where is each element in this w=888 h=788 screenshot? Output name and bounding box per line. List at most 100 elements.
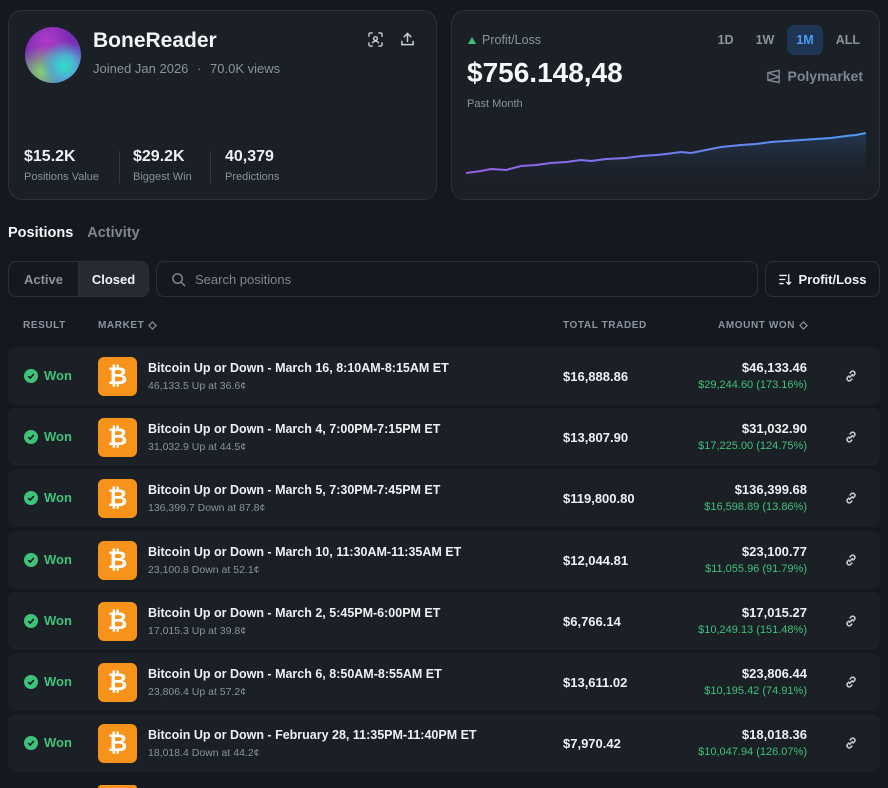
link-icon[interactable] — [844, 430, 858, 444]
market-title[interactable]: Bitcoin Up or Down - March 2, 5:45PM-6:0… — [148, 606, 441, 620]
view-count: 70.0K views — [210, 61, 281, 76]
total-traded: $6,766.14 — [563, 614, 621, 629]
pnl-value: $756.148,48 — [467, 57, 623, 88]
market-position: 23,100.8 Down at 52.1¢ — [148, 564, 260, 576]
total-traded: $12,044.81 — [563, 553, 629, 568]
header-total-traded: TOTAL TRADED — [563, 320, 647, 331]
result-won: Won — [24, 674, 72, 689]
meta-separator: · — [197, 61, 202, 76]
check-circle-icon — [24, 552, 38, 567]
header-amount-label: AMOUNT WON — [718, 320, 796, 331]
scan-icon[interactable] — [365, 29, 385, 49]
market-title[interactable]: Bitcoin Up or Down - March 6, 8:50AM-8:5… — [148, 667, 442, 681]
market-title[interactable]: Bitcoin Up or Down - March 10, 11:30AM-1… — [148, 545, 462, 559]
search-icon — [172, 272, 186, 286]
market-title[interactable]: Bitcoin Up or Down - March 5, 7:30PM-7:4… — [148, 483, 441, 497]
header-result: RESULT — [23, 320, 66, 331]
table-row[interactable]: Won ₿ Bitcoin Up or Down - March 5, 7:30… — [8, 469, 880, 527]
stat-value: $29.2K — [133, 148, 185, 165]
link-icon[interactable] — [844, 675, 858, 689]
table-row[interactable]: Won ₿ Bitcoin Up or Down - February 28, … — [8, 714, 880, 772]
stat-label: Positions Value — [24, 171, 100, 183]
brand-name: Polymarket — [787, 68, 863, 84]
table-row[interactable]: Won ₿ Bitcoin Up or Down - March 2, 5:45… — [8, 592, 880, 650]
avatar[interactable] — [25, 27, 81, 83]
market-position: 46,133.5 Up at 36.6¢ — [148, 380, 247, 392]
sort-label: Profit/Loss — [798, 271, 867, 287]
table-row[interactable]: Won ₿ Bitcoin Up or Down - March 4, 7:00… — [8, 408, 880, 466]
result-won: Won — [24, 613, 72, 628]
search-box — [156, 261, 758, 297]
result-won: Won — [24, 552, 72, 567]
bitcoin-icon: ₿ — [98, 479, 137, 518]
share-icon[interactable] — [397, 29, 417, 49]
profit-gain: $10,047.94 (126.07%) — [698, 746, 807, 758]
result-label: Won — [44, 490, 72, 505]
positions-tabs: Positions Activity — [8, 225, 140, 241]
pnl-label-text: Profit/Loss — [482, 33, 542, 47]
market-position: 23,806.4 Up at 57.2¢ — [148, 686, 247, 698]
result-won: Won — [24, 429, 72, 444]
range-tab-1w[interactable]: 1W — [755, 33, 775, 47]
header-amount-won[interactable]: AMOUNT WON — [718, 320, 809, 331]
market-title[interactable]: Bitcoin Up or Down - March 16, 8:10AM-8:… — [148, 361, 449, 375]
amount-won: $46,133.46 — [741, 360, 807, 375]
amount-won: $17,015.27 — [741, 605, 807, 620]
market-position: 18,018.4 Down at 44.2¢ — [148, 747, 260, 759]
amount-won: $136,399.68 — [734, 482, 807, 497]
amount-won: $31,032.90 — [741, 421, 807, 436]
check-circle-icon — [24, 368, 38, 383]
stat-label: Predictions — [225, 171, 280, 183]
polymarket-logo-icon — [766, 69, 780, 83]
amount-won: $23,100.77 — [741, 544, 807, 559]
profit-gain: $10,195.42 (74.91%) — [704, 685, 807, 697]
stat-positions-value: $15.2K Positions Value — [24, 148, 99, 183]
sparkline-line — [466, 132, 866, 174]
bitcoin-icon: ₿ — [98, 602, 137, 641]
profit-gain: $29,244.60 (173.16%) — [698, 379, 807, 391]
tab-positions[interactable]: Positions — [8, 225, 74, 241]
table-row[interactable]: Won ₿ Bitcoin Up or Down - March 16, 8:1… — [8, 347, 880, 405]
search-input[interactable] — [195, 271, 715, 287]
stat-biggest-win: $29.2K Biggest Win — [133, 148, 192, 183]
bitcoin-icon: ₿ — [98, 357, 137, 396]
profile-meta: Joined Jan 2026 · 70.0K views — [93, 61, 280, 76]
stat-divider — [210, 151, 211, 183]
total-traded: $7,970.42 — [563, 736, 621, 751]
bitcoin-icon: ₿ — [98, 418, 137, 457]
check-circle-icon — [24, 429, 38, 444]
check-circle-icon — [24, 674, 38, 689]
link-icon[interactable] — [844, 736, 858, 750]
header-market[interactable]: MARKET — [98, 320, 158, 331]
range-tab-1m[interactable]: 1M — [787, 25, 823, 55]
result-won: Won — [24, 490, 72, 505]
filter-active-button[interactable]: Active — [23, 271, 64, 287]
link-icon[interactable] — [844, 491, 858, 505]
link-icon[interactable] — [844, 369, 858, 383]
result-won: Won — [24, 368, 72, 383]
pnl-sparkline — [466, 132, 866, 191]
link-icon[interactable] — [844, 614, 858, 628]
table-row[interactable]: Won ₿ Bitcoin Up or Down - March 10, 11:… — [8, 531, 880, 589]
sparkline-area — [466, 133, 866, 191]
profit-gain: $16,598.89 (13.86%) — [704, 501, 807, 513]
pnl-label: Profit/Loss — [468, 33, 541, 47]
username: BoneReader — [93, 29, 217, 52]
link-icon[interactable] — [844, 553, 858, 567]
stat-value: $15.2K — [24, 148, 76, 165]
bitcoin-icon — [98, 785, 137, 788]
pnl-card: Profit/Loss $756.148,48 Past Month 1D 1W… — [451, 10, 880, 200]
tab-activity[interactable]: Activity — [87, 225, 140, 241]
check-circle-icon — [24, 490, 38, 505]
range-tab-1d[interactable]: 1D — [717, 33, 734, 47]
market-title[interactable]: Bitcoin Up or Down - February 28, 11:35P… — [148, 728, 477, 742]
result-label: Won — [44, 735, 72, 750]
market-title[interactable]: Bitcoin Up or Down - March 4, 7:00PM-7:1… — [148, 422, 441, 436]
filter-closed-button[interactable]: Closed — [78, 262, 148, 296]
table-row[interactable]: Won ₿ Bitcoin Up or Down - March 6, 8:50… — [8, 653, 880, 711]
stat-divider — [119, 151, 120, 183]
range-tab-all[interactable]: ALL — [835, 33, 860, 47]
sort-diamond-icon — [799, 321, 809, 330]
total-traded: $13,807.90 — [563, 430, 629, 445]
sort-profit-loss-button[interactable]: Profit/Loss — [765, 261, 880, 297]
